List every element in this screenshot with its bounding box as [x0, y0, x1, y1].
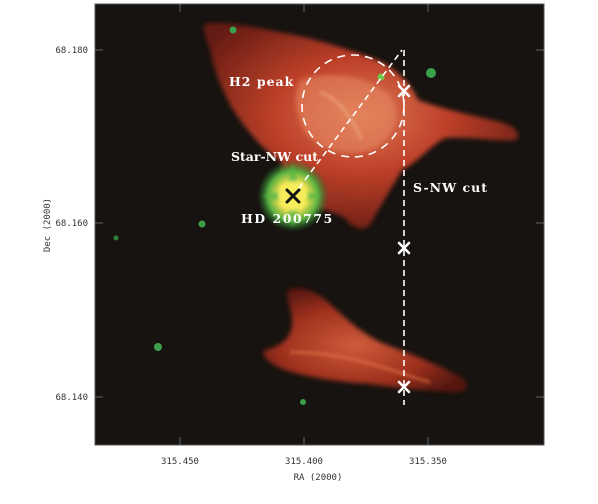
field-star: [300, 399, 306, 405]
plot-frame: [94, 3, 545, 446]
cut-marker-top: [397, 84, 411, 98]
field-star: [154, 343, 162, 351]
star-nw-cut-label: Star-NW cut: [231, 149, 318, 164]
star-name-label: HD 200775: [241, 211, 334, 226]
field-star: [426, 68, 436, 78]
cut-marker-bottom: [397, 380, 411, 394]
x-tick-label: 315.350: [409, 457, 447, 467]
field-star: [198, 220, 206, 228]
lower-nebula-bright-streak: [289, 350, 431, 384]
star-nw-cut-line: [292, 49, 403, 197]
x-tick-label: 315.450: [161, 457, 199, 467]
h2-peak-label: H2 peak: [229, 74, 294, 89]
y-tick-marks: [95, 49, 544, 398]
field-star: [229, 26, 237, 34]
field-star: [113, 235, 119, 241]
y-axis-title: Dec (2000): [43, 198, 53, 252]
x-tick-label: 315.400: [285, 457, 323, 467]
x-tick-marks: [179, 4, 429, 445]
s-nw-cut-label: S-NW cut: [413, 180, 488, 195]
lower-nebula: [263, 287, 467, 393]
upper-nebula-filament: [319, 90, 364, 141]
cut-marker-middle: [397, 241, 411, 255]
star-marker: [285, 188, 301, 204]
y-tick-label: 68.160: [55, 219, 88, 229]
y-tick-label: 68.140: [55, 393, 88, 403]
y-tick-label: 68.180: [55, 46, 88, 56]
x-axis-title: RA (2000): [294, 473, 343, 483]
